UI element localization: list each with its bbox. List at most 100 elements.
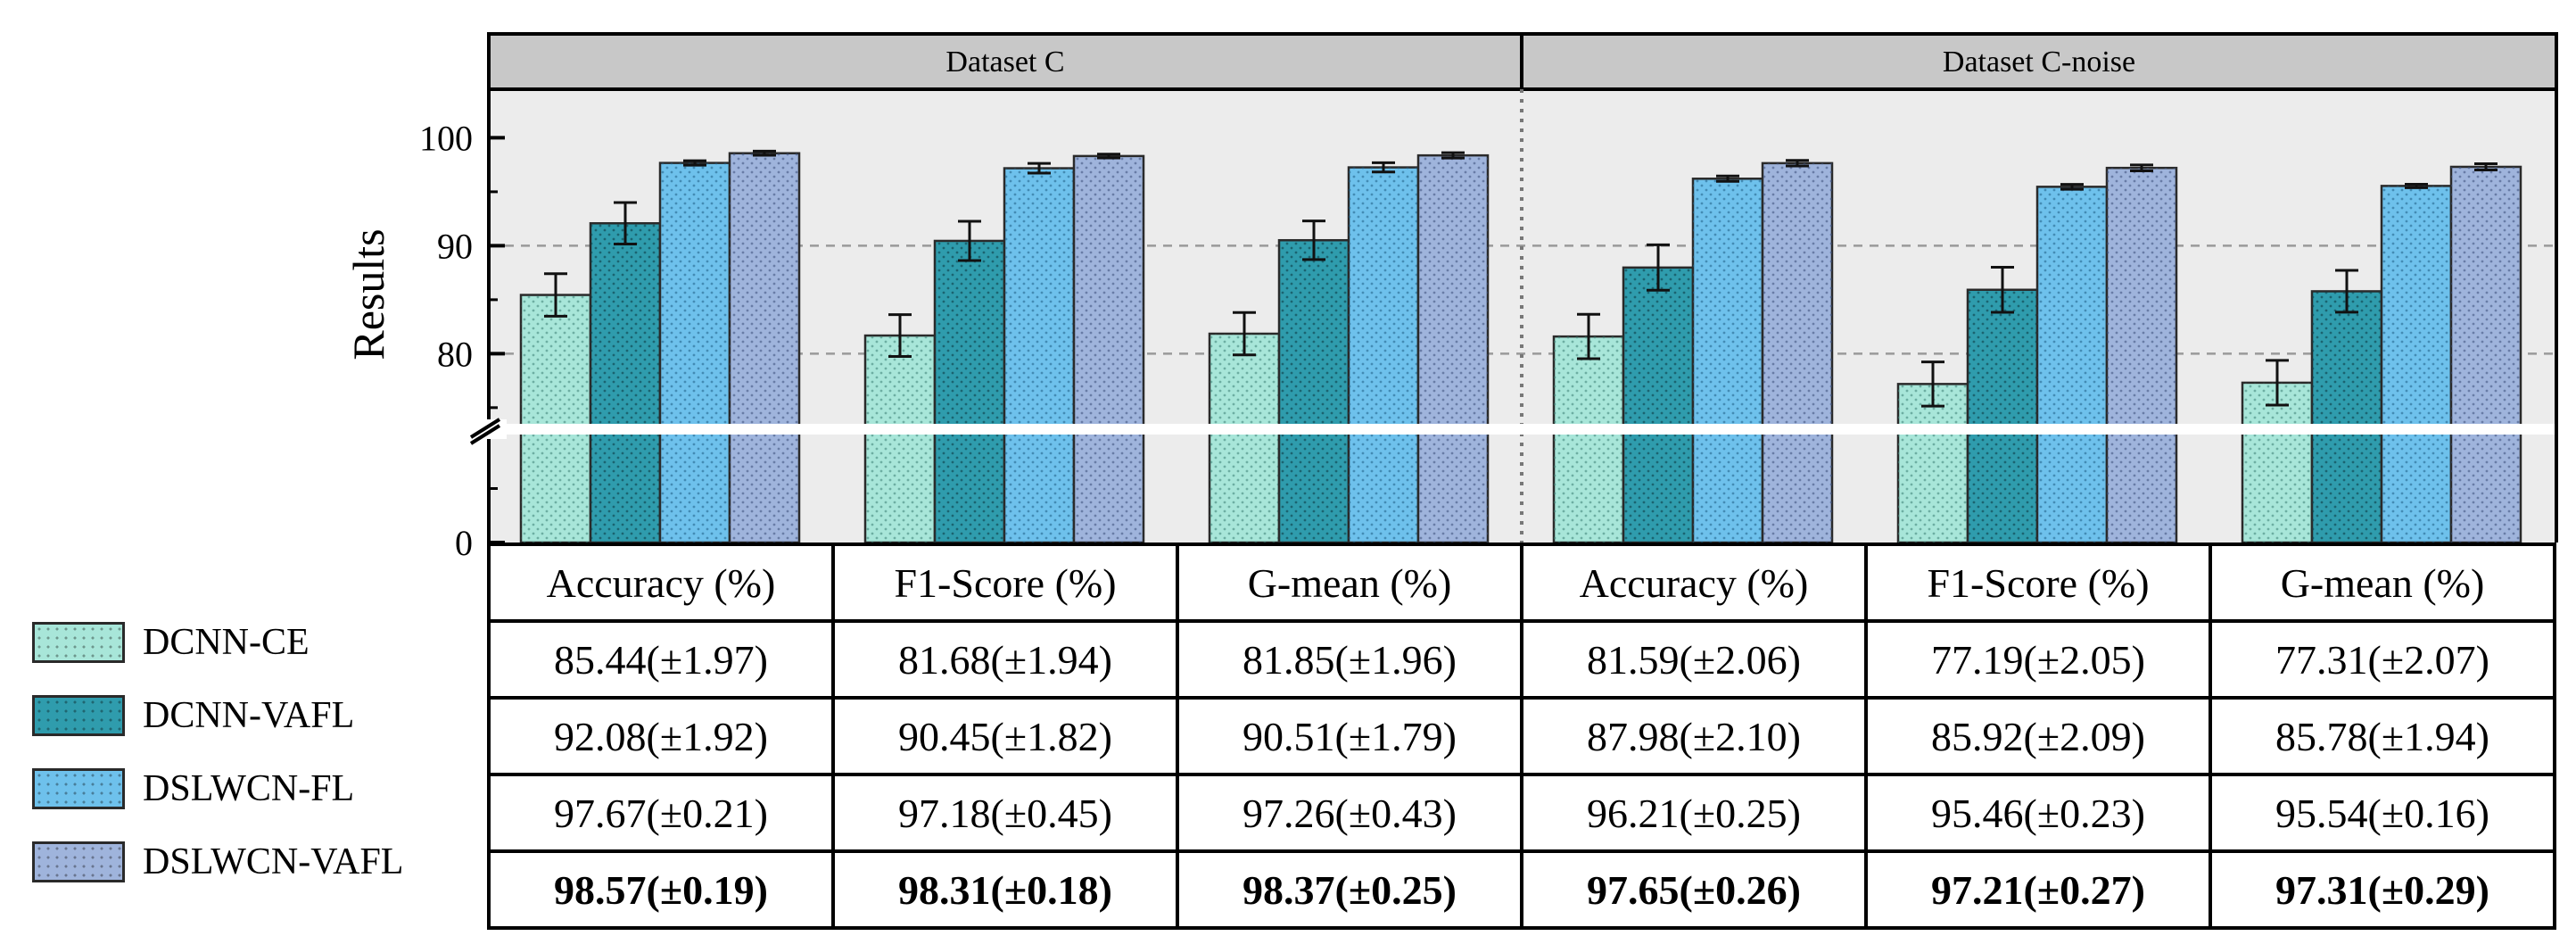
table-cell: 98.37(±0.25) — [1176, 849, 1523, 930]
legend-item-dslwcn-vafl: DSLWCN-VAFL — [32, 833, 496, 887]
panel-title-dataset-c: Dataset C — [945, 46, 1064, 79]
y-ticks: 0 80 90 100 — [419, 118, 505, 563]
error-bar-dcnn-vafl-1 — [958, 220, 981, 262]
legend: DCNN-CE DCNN-VAFL DSLWCN-FL DSLWCN-VAFL — [32, 614, 496, 917]
bar-texture-dcnn-ce-3 — [1554, 336, 1623, 543]
column-header: F1-Score (%) — [1864, 543, 2212, 623]
bar-texture-dcnn-ce-0 — [521, 294, 590, 543]
table-cell: 97.31(±0.29) — [2209, 849, 2556, 930]
table-row-dcnn-vafl: 92.08(±1.92) 90.45(±1.82) 90.51(±1.79) 8… — [487, 696, 2556, 776]
y-tick-label-90: 90 — [437, 226, 473, 266]
table-row-dslwcn-vafl: 98.57(±0.19) 98.31(±0.18) 98.37(±0.25) 9… — [487, 849, 2556, 930]
column-header: F1-Score (%) — [831, 543, 1179, 623]
legend-swatch-dslwcn-vafl — [32, 841, 125, 882]
table-cell: 97.67(±0.21) — [487, 773, 835, 853]
error-bar-dcnn-vafl-3 — [1647, 243, 1670, 292]
column-header: Accuracy (%) — [1520, 543, 1868, 623]
error-bar-dcnn-ce-5 — [2266, 359, 2289, 407]
bar-texture-dcnn-ce-4 — [1898, 384, 1968, 543]
error-bar-dslwcn-fl-4 — [2060, 183, 2084, 191]
error-bar-dcnn-ce-1 — [888, 313, 912, 359]
gridlines — [489, 244, 2556, 355]
error-bar-dcnn-vafl-4 — [1991, 265, 2014, 314]
error-bar-dcnn-ce-4 — [1921, 360, 1944, 408]
panel-header-dataset-c-noise — [1520, 32, 2558, 91]
table-cell: 85.78(±1.94) — [2209, 696, 2556, 776]
legend-swatch-dslwcn-fl — [32, 768, 125, 809]
table-cell: 85.44(±1.97) — [487, 619, 835, 700]
bar-texture-dcnn-vafl-4 — [1968, 289, 2037, 543]
error-bar-dslwcn-fl-5 — [2405, 182, 2428, 189]
table-cell: 97.65(±0.26) — [1520, 849, 1868, 930]
error-bar-dcnn-vafl-2 — [1302, 220, 1325, 261]
error-bar-dcnn-ce-3 — [1577, 312, 1600, 360]
error-bar-dslwcn-vafl-2 — [1441, 151, 1465, 160]
bar-texture-dslwcn-vafl-2 — [1418, 155, 1488, 543]
error-bar-dcnn-vafl-0 — [614, 201, 637, 245]
table-cell: 77.19(±2.05) — [1864, 619, 2212, 700]
table-cell: 90.51(±1.79) — [1176, 696, 1523, 776]
error-bar-dslwcn-vafl-3 — [1786, 159, 1809, 168]
table-cell: 85.92(±2.09) — [1864, 696, 2212, 776]
error-bar-dcnn-ce-2 — [1233, 311, 1256, 357]
bar-texture-dslwcn-fl-1 — [1004, 168, 1074, 543]
bar-texture-dslwcn-vafl-0 — [730, 153, 799, 543]
y-axis-label: Results — [343, 228, 393, 360]
bar-texture-dcnn-vafl-1 — [935, 240, 1004, 543]
error-bar-dslwcn-vafl-1 — [1097, 153, 1120, 160]
table-cell: 87.98(±2.10) — [1520, 696, 1868, 776]
table-cell: 95.54(±0.16) — [2209, 773, 2556, 853]
table-cell: 97.18(±0.45) — [831, 773, 1179, 853]
panel-title-dataset-c-noise: Dataset C-noise — [1943, 46, 2135, 79]
column-header: Accuracy (%) — [487, 543, 835, 623]
legend-item-dslwcn-fl: DSLWCN-FL — [32, 760, 496, 814]
table-cell: 81.59(±2.06) — [1520, 619, 1868, 700]
error-bar-dslwcn-fl-0 — [683, 159, 706, 167]
bar-texture-dslwcn-fl-4 — [2037, 186, 2107, 543]
bar-texture-dslwcn-vafl-1 — [1074, 155, 1144, 543]
legend-swatch-dcnn-ce — [32, 622, 125, 663]
error-bar-dslwcn-fl-3 — [1716, 174, 1739, 183]
error-bar-dslwcn-vafl-4 — [2130, 163, 2153, 172]
bar-texture-dcnn-ce-5 — [2242, 382, 2312, 543]
bar-texture-dslwcn-vafl-3 — [1763, 162, 1832, 543]
legend-label: DSLWCN-FL — [143, 768, 355, 809]
axis-break-gap — [489, 424, 2556, 435]
table-cell: 81.68(±1.94) — [831, 619, 1179, 700]
results-table: Accuracy (%) F1-Score (%) G-mean (%) Acc… — [487, 543, 2556, 930]
error-bar-dslwcn-vafl-5 — [2474, 162, 2498, 171]
y-tick-label-100: 100 — [419, 118, 473, 158]
axis-break-mark — [469, 418, 507, 445]
error-bar-dslwcn-vafl-0 — [753, 149, 776, 157]
table-cell: 96.21(±0.25) — [1520, 773, 1868, 853]
bar-texture-dcnn-ce-2 — [1210, 333, 1279, 543]
error-bar-dslwcn-fl-1 — [1028, 162, 1051, 175]
error-bar-dcnn-ce-0 — [544, 272, 567, 318]
bar-texture-dslwcn-fl-2 — [1349, 167, 1418, 543]
table-cell: 97.26(±0.43) — [1176, 773, 1523, 853]
legend-swatch-dcnn-vafl — [32, 695, 125, 736]
bar-texture-dcnn-ce-1 — [865, 335, 935, 543]
bar-texture-dslwcn-fl-3 — [1693, 178, 1763, 543]
legend-label: DCNN-VAFL — [143, 695, 355, 736]
bar-texture-dcnn-vafl-3 — [1623, 267, 1693, 543]
bar-texture-dslwcn-vafl-4 — [2107, 168, 2176, 543]
table-header-row: Accuracy (%) F1-Score (%) G-mean (%) Acc… — [487, 543, 2556, 623]
table-cell: 97.21(±0.27) — [1864, 849, 2212, 930]
error-bars-group — [544, 149, 2498, 408]
table-cell: 77.31(±2.07) — [2209, 619, 2556, 700]
legend-item-dcnn-vafl: DCNN-VAFL — [32, 687, 496, 741]
error-bar-dslwcn-fl-2 — [1372, 161, 1395, 174]
table-cell: 81.85(±1.96) — [1176, 619, 1523, 700]
table-cell: 92.08(±1.92) — [487, 696, 835, 776]
bar-texture-dcnn-vafl-2 — [1279, 240, 1349, 543]
table-cell: 98.31(±0.18) — [831, 849, 1179, 930]
y-tick-label-0: 0 — [455, 523, 473, 563]
bar-texture-dslwcn-fl-5 — [2382, 186, 2451, 543]
bar-texture-dcnn-vafl-0 — [590, 223, 660, 543]
error-bar-dcnn-vafl-5 — [2335, 269, 2358, 314]
table-cell: 98.57(±0.19) — [487, 849, 835, 930]
legend-label: DSLWCN-VAFL — [143, 841, 404, 882]
table-row-dslwcn-fl: 97.67(±0.21) 97.18(±0.45) 97.26(±0.43) 9… — [487, 773, 2556, 853]
